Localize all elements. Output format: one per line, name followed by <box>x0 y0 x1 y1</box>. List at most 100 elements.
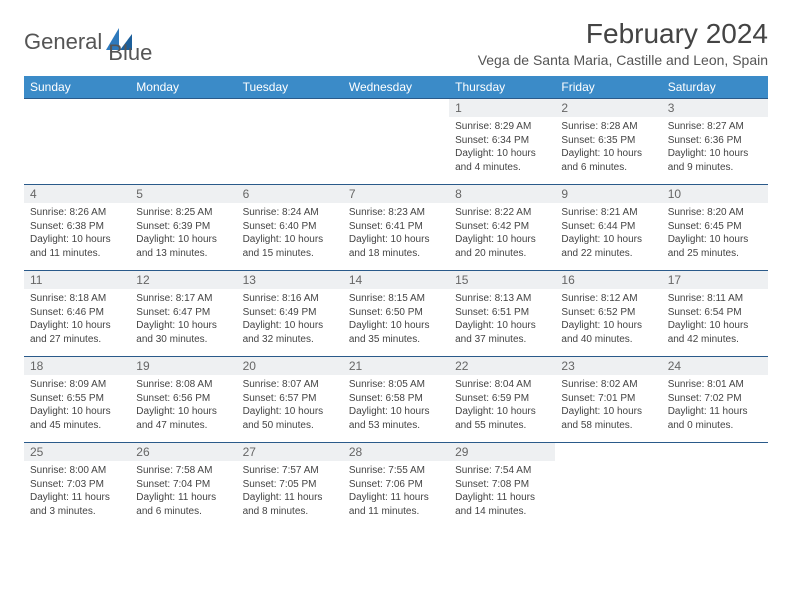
weekday-header: Tuesday <box>237 76 343 99</box>
calendar-day-cell: 17Sunrise: 8:11 AMSunset: 6:54 PMDayligh… <box>662 271 768 357</box>
calendar-day-cell: 21Sunrise: 8:05 AMSunset: 6:58 PMDayligh… <box>343 357 449 443</box>
day-details: Sunrise: 8:12 AMSunset: 6:52 PMDaylight:… <box>555 289 661 352</box>
day-number: 17 <box>662 271 768 289</box>
day-number <box>662 443 768 461</box>
day-number <box>24 99 130 117</box>
calendar-day-cell: 4Sunrise: 8:26 AMSunset: 6:38 PMDaylight… <box>24 185 130 271</box>
calendar-day-cell <box>555 443 661 529</box>
brand-logo: General Blue <box>24 18 152 66</box>
day-number: 21 <box>343 357 449 375</box>
day-number: 9 <box>555 185 661 203</box>
calendar-week-row: 18Sunrise: 8:09 AMSunset: 6:55 PMDayligh… <box>24 357 768 443</box>
day-number: 1 <box>449 99 555 117</box>
day-details: Sunrise: 8:28 AMSunset: 6:35 PMDaylight:… <box>555 117 661 180</box>
calendar-day-cell: 13Sunrise: 8:16 AMSunset: 6:49 PMDayligh… <box>237 271 343 357</box>
day-number: 5 <box>130 185 236 203</box>
day-number <box>237 99 343 117</box>
calendar-week-row: 4Sunrise: 8:26 AMSunset: 6:38 PMDaylight… <box>24 185 768 271</box>
calendar-day-cell: 7Sunrise: 8:23 AMSunset: 6:41 PMDaylight… <box>343 185 449 271</box>
day-number: 29 <box>449 443 555 461</box>
day-number: 24 <box>662 357 768 375</box>
day-number: 15 <box>449 271 555 289</box>
day-number: 26 <box>130 443 236 461</box>
day-number: 2 <box>555 99 661 117</box>
calendar-day-cell: 23Sunrise: 8:02 AMSunset: 7:01 PMDayligh… <box>555 357 661 443</box>
day-number <box>130 99 236 117</box>
calendar-day-cell: 5Sunrise: 8:25 AMSunset: 6:39 PMDaylight… <box>130 185 236 271</box>
day-number: 12 <box>130 271 236 289</box>
weekday-header: Wednesday <box>343 76 449 99</box>
day-number: 18 <box>24 357 130 375</box>
weekday-header-row: SundayMondayTuesdayWednesdayThursdayFrid… <box>24 76 768 99</box>
title-block: February 2024 Vega de Santa Maria, Casti… <box>478 18 768 68</box>
day-number: 7 <box>343 185 449 203</box>
location-text: Vega de Santa Maria, Castille and Leon, … <box>478 52 768 68</box>
weekday-header: Friday <box>555 76 661 99</box>
day-details: Sunrise: 8:25 AMSunset: 6:39 PMDaylight:… <box>130 203 236 266</box>
day-details: Sunrise: 8:05 AMSunset: 6:58 PMDaylight:… <box>343 375 449 438</box>
day-number <box>343 99 449 117</box>
calendar-table: SundayMondayTuesdayWednesdayThursdayFrid… <box>24 76 768 529</box>
day-number: 6 <box>237 185 343 203</box>
day-number: 8 <box>449 185 555 203</box>
day-details: Sunrise: 8:02 AMSunset: 7:01 PMDaylight:… <box>555 375 661 438</box>
brand-name-a: General <box>24 29 102 55</box>
calendar-week-row: 11Sunrise: 8:18 AMSunset: 6:46 PMDayligh… <box>24 271 768 357</box>
day-details: Sunrise: 8:11 AMSunset: 6:54 PMDaylight:… <box>662 289 768 352</box>
calendar-day-cell: 27Sunrise: 7:57 AMSunset: 7:05 PMDayligh… <box>237 443 343 529</box>
day-number: 28 <box>343 443 449 461</box>
day-details: Sunrise: 8:07 AMSunset: 6:57 PMDaylight:… <box>237 375 343 438</box>
day-details: Sunrise: 7:55 AMSunset: 7:06 PMDaylight:… <box>343 461 449 524</box>
calendar-day-cell: 8Sunrise: 8:22 AMSunset: 6:42 PMDaylight… <box>449 185 555 271</box>
page-header: General Blue February 2024 Vega de Santa… <box>24 18 768 68</box>
calendar-day-cell: 10Sunrise: 8:20 AMSunset: 6:45 PMDayligh… <box>662 185 768 271</box>
day-details: Sunrise: 7:54 AMSunset: 7:08 PMDaylight:… <box>449 461 555 524</box>
calendar-day-cell: 14Sunrise: 8:15 AMSunset: 6:50 PMDayligh… <box>343 271 449 357</box>
calendar-day-cell <box>24 99 130 185</box>
calendar-day-cell: 22Sunrise: 8:04 AMSunset: 6:59 PMDayligh… <box>449 357 555 443</box>
day-details: Sunrise: 8:29 AMSunset: 6:34 PMDaylight:… <box>449 117 555 180</box>
day-number: 13 <box>237 271 343 289</box>
weekday-header: Thursday <box>449 76 555 99</box>
calendar-day-cell: 1Sunrise: 8:29 AMSunset: 6:34 PMDaylight… <box>449 99 555 185</box>
calendar-body: 1Sunrise: 8:29 AMSunset: 6:34 PMDaylight… <box>24 99 768 529</box>
calendar-day-cell: 24Sunrise: 8:01 AMSunset: 7:02 PMDayligh… <box>662 357 768 443</box>
day-details: Sunrise: 8:26 AMSunset: 6:38 PMDaylight:… <box>24 203 130 266</box>
calendar-day-cell: 11Sunrise: 8:18 AMSunset: 6:46 PMDayligh… <box>24 271 130 357</box>
day-number: 10 <box>662 185 768 203</box>
calendar-day-cell: 19Sunrise: 8:08 AMSunset: 6:56 PMDayligh… <box>130 357 236 443</box>
day-details: Sunrise: 8:27 AMSunset: 6:36 PMDaylight:… <box>662 117 768 180</box>
day-details: Sunrise: 7:57 AMSunset: 7:05 PMDaylight:… <box>237 461 343 524</box>
day-number: 16 <box>555 271 661 289</box>
calendar-day-cell: 18Sunrise: 8:09 AMSunset: 6:55 PMDayligh… <box>24 357 130 443</box>
day-details: Sunrise: 8:08 AMSunset: 6:56 PMDaylight:… <box>130 375 236 438</box>
day-details: Sunrise: 8:16 AMSunset: 6:49 PMDaylight:… <box>237 289 343 352</box>
day-number: 11 <box>24 271 130 289</box>
calendar-day-cell <box>343 99 449 185</box>
day-details: Sunrise: 8:15 AMSunset: 6:50 PMDaylight:… <box>343 289 449 352</box>
day-details: Sunrise: 8:20 AMSunset: 6:45 PMDaylight:… <box>662 203 768 266</box>
calendar-week-row: 1Sunrise: 8:29 AMSunset: 6:34 PMDaylight… <box>24 99 768 185</box>
day-number: 27 <box>237 443 343 461</box>
day-number: 22 <box>449 357 555 375</box>
day-number <box>555 443 661 461</box>
calendar-day-cell: 26Sunrise: 7:58 AMSunset: 7:04 PMDayligh… <box>130 443 236 529</box>
day-details: Sunrise: 8:21 AMSunset: 6:44 PMDaylight:… <box>555 203 661 266</box>
day-number: 20 <box>237 357 343 375</box>
month-title: February 2024 <box>478 18 768 50</box>
brand-name-b: Blue <box>108 40 152 65</box>
weekday-header: Monday <box>130 76 236 99</box>
calendar-day-cell: 20Sunrise: 8:07 AMSunset: 6:57 PMDayligh… <box>237 357 343 443</box>
calendar-day-cell: 6Sunrise: 8:24 AMSunset: 6:40 PMDaylight… <box>237 185 343 271</box>
calendar-day-cell: 12Sunrise: 8:17 AMSunset: 6:47 PMDayligh… <box>130 271 236 357</box>
calendar-day-cell: 2Sunrise: 8:28 AMSunset: 6:35 PMDaylight… <box>555 99 661 185</box>
calendar-day-cell <box>662 443 768 529</box>
calendar-day-cell: 15Sunrise: 8:13 AMSunset: 6:51 PMDayligh… <box>449 271 555 357</box>
calendar-day-cell: 3Sunrise: 8:27 AMSunset: 6:36 PMDaylight… <box>662 99 768 185</box>
day-details: Sunrise: 8:18 AMSunset: 6:46 PMDaylight:… <box>24 289 130 352</box>
day-number: 4 <box>24 185 130 203</box>
day-details: Sunrise: 8:00 AMSunset: 7:03 PMDaylight:… <box>24 461 130 524</box>
calendar-week-row: 25Sunrise: 8:00 AMSunset: 7:03 PMDayligh… <box>24 443 768 529</box>
calendar-day-cell <box>130 99 236 185</box>
weekday-header: Saturday <box>662 76 768 99</box>
